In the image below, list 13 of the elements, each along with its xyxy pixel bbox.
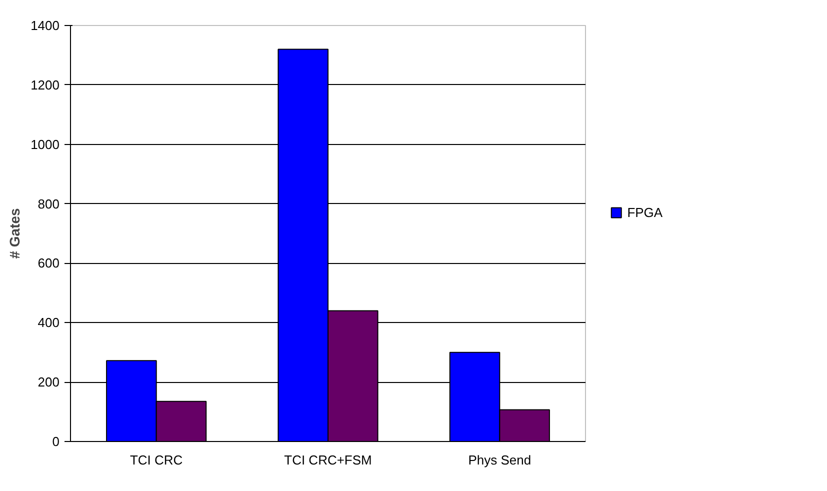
y-tick-label: 1000 [30, 136, 60, 152]
x-tick-label: TCI CRC+FSM [284, 452, 372, 468]
x-tick-label: TCI CRC [130, 452, 183, 468]
y-tick-label: 400 [38, 315, 60, 330]
y-tick-label: 200 [38, 374, 60, 390]
y-tick-label: 800 [38, 196, 60, 212]
y-tick-label: 600 [38, 256, 60, 271]
y-tick-label: 0 [52, 434, 60, 449]
y-axis-title: # Gates [6, 208, 23, 259]
y-tick-label: 1200 [30, 77, 60, 92]
x-tick-label: Phys Send [468, 452, 532, 468]
y-tick-label: 1400 [30, 18, 60, 33]
legend-label: FPGA [627, 205, 663, 220]
